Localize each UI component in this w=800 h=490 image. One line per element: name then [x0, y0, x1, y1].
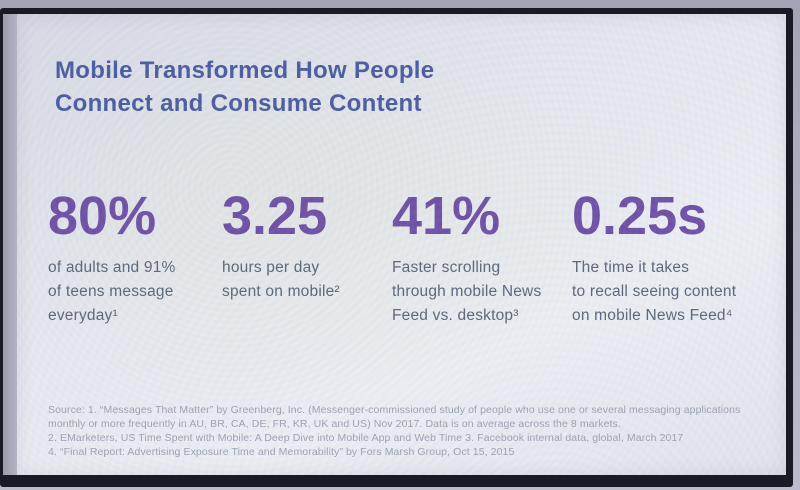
stat-description: The time it takes to recall seeing conte…	[572, 259, 737, 324]
stat-value: 0.25s	[572, 186, 708, 246]
source-footnotes: Source: 1. “Messages That Matter” by Gre…	[48, 403, 790, 459]
stat-value: 3.25	[222, 186, 328, 246]
monitor-side-edge	[3, 14, 17, 475]
stat-hours-on-mobile: 3.25 hours per day spent on mobile²	[222, 187, 400, 304]
stat-description: Faster scrolling through mobile News Fee…	[392, 259, 542, 324]
stat-recall-time: 0.25s The time it takes to recall seeing…	[572, 187, 782, 328]
stat-messaging-adoption: 80% of adults and 91% of teens message e…	[48, 187, 226, 328]
presentation-slide: Mobile Transformed How People Connect an…	[17, 14, 786, 475]
slide-title-line2: Connect and Consume Content	[55, 90, 422, 117]
source-line: Source: 1. “Messages That Matter” by Gre…	[48, 404, 741, 416]
slide-title: Mobile Transformed How People Connect an…	[55, 54, 434, 120]
source-line: 2. EMarketers, US Time Spent with Mobile…	[48, 432, 684, 444]
source-line: 4. “Final Report: Advertising Exposure T…	[48, 446, 515, 458]
stat-value: 80%	[48, 186, 157, 246]
source-line: monthly or more frequently in AU, BR, CA…	[48, 418, 621, 430]
stat-description: hours per day spent on mobile²	[222, 259, 340, 300]
stat-description: of adults and 91% of teens message every…	[48, 259, 176, 324]
slide-title-line1: Mobile Transformed How People	[55, 57, 435, 84]
stat-scrolling-speed: 41% Faster scrolling through mobile News…	[392, 187, 570, 328]
stat-value: 41%	[392, 186, 501, 246]
